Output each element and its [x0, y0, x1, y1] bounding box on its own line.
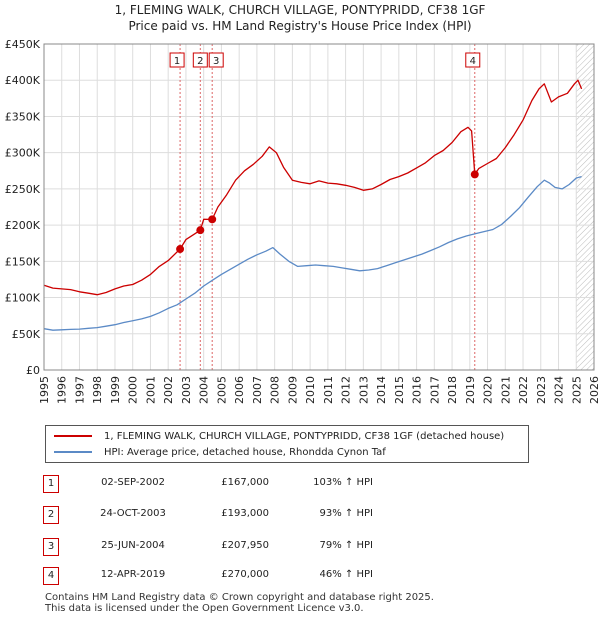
x-tick-label: 2001 — [144, 376, 157, 404]
x-tick-label: 2020 — [482, 376, 495, 404]
x-tick-label: 2016 — [411, 376, 424, 404]
property-price-line — [43, 79, 583, 296]
legend-item-hpi: HPI: Average price, detached house, Rhon… — [54, 444, 386, 460]
transaction-price: £207,950 — [221, 540, 269, 551]
sale-point — [176, 245, 185, 254]
transaction-hpi-change: 103% ↑ HPI — [313, 477, 373, 488]
hatched-region — [576, 44, 594, 370]
footer-licence: This data is licensed under the Open Gov… — [45, 603, 364, 614]
event-label: 4 — [470, 56, 476, 67]
x-tick-label: 2022 — [517, 376, 530, 404]
x-tick-label: 2007 — [251, 376, 264, 404]
event-label: 1 — [174, 56, 180, 67]
y-tick-label: £100K — [5, 292, 41, 305]
y-tick-label: £300K — [5, 147, 41, 160]
x-tick-label: 1996 — [56, 376, 69, 404]
plot-area — [44, 44, 594, 370]
x-tick-label: 2008 — [269, 376, 282, 404]
y-tick-label: £250K — [5, 183, 41, 196]
x-tick-label: 2012 — [340, 376, 353, 404]
x-tick-label: 2000 — [127, 376, 140, 404]
y-tick-label: £450K — [5, 38, 41, 51]
transaction-hpi-change: 46% ↑ HPI — [319, 569, 373, 580]
legend-item-property: 1, FLEMING WALK, CHURCH VILLAGE, PONTYPR… — [54, 428, 504, 444]
transaction-hpi-change: 93% ↑ HPI — [319, 508, 373, 519]
transaction-date: 24-OCT-2003 — [100, 508, 166, 519]
x-tick-label: 2004 — [198, 376, 211, 404]
legend-swatch-hpi — [54, 451, 92, 453]
x-tick-label: 2024 — [553, 376, 566, 404]
x-tick-label: 2021 — [499, 376, 512, 404]
x-tick-label: 1995 — [38, 376, 51, 404]
y-tick-label: £350K — [5, 110, 41, 123]
sale-point — [470, 170, 479, 179]
y-tick-label: £200K — [5, 219, 41, 232]
event-label-box — [208, 52, 224, 68]
transaction-price: £193,000 — [221, 508, 269, 519]
footer-copyright: Contains HM Land Registry data © Crown c… — [45, 592, 434, 603]
x-tick-label: 2002 — [162, 376, 175, 404]
event-label-box — [192, 52, 208, 68]
x-tick-label: 1999 — [109, 376, 122, 404]
y-tick-label: £150K — [5, 255, 41, 268]
chart-subtitle: Price paid vs. HM Land Registry's House … — [128, 19, 472, 33]
transaction-date: 02-SEP-2002 — [101, 477, 165, 488]
event-label-box — [169, 52, 185, 68]
x-tick-label: 2005 — [215, 376, 228, 404]
hpi-line — [43, 175, 582, 331]
chart-title-address: 1, FLEMING WALK, CHURCH VILLAGE, PONTYPR… — [114, 3, 486, 17]
transaction-number: 3 — [43, 538, 59, 556]
legend-label-hpi: HPI: Average price, detached house, Rhon… — [104, 446, 386, 458]
transaction-number: 2 — [43, 506, 59, 524]
x-tick-label: 2017 — [428, 376, 441, 404]
transaction-price: £270,000 — [221, 569, 269, 580]
transaction-price: £167,000 — [221, 477, 269, 488]
transaction-number: 4 — [43, 567, 59, 585]
sale-point — [196, 226, 205, 235]
x-tick-label: 2009 — [286, 376, 299, 404]
chart-legend: 1, FLEMING WALK, CHURCH VILLAGE, PONTYPR… — [45, 425, 529, 463]
transaction-hpi-change: 79% ↑ HPI — [319, 540, 373, 551]
x-tick-label: 2013 — [357, 376, 370, 404]
x-tick-label: 2003 — [180, 376, 193, 404]
x-tick-label: 2006 — [233, 376, 246, 404]
x-tick-label: 2015 — [393, 376, 406, 404]
legend-label-property: 1, FLEMING WALK, CHURCH VILLAGE, PONTYPR… — [104, 430, 505, 442]
x-tick-label: 2014 — [375, 376, 388, 404]
x-tick-label: 2011 — [322, 376, 335, 404]
y-tick-label: £400K — [5, 74, 41, 87]
sale-point — [208, 215, 217, 224]
x-tick-label: 2019 — [464, 376, 477, 404]
event-label: 2 — [197, 56, 203, 67]
price-chart: £0 £50K £100K £150K £200K £250K £300K £350K £400… — [5, 38, 600, 404]
x-tick-label: 1998 — [91, 376, 104, 404]
x-tick-label: 2026 — [588, 376, 600, 404]
y-tick-label: £0 — [26, 364, 40, 377]
plot-border — [43, 43, 595, 371]
transaction-number: 1 — [43, 475, 59, 493]
event-label: 3 — [213, 56, 219, 67]
x-tick-label: 1997 — [73, 376, 86, 404]
x-tick-label: 2010 — [304, 376, 317, 404]
x-tick-label: 2025 — [570, 376, 583, 404]
y-tick-label: £50K — [12, 328, 41, 341]
transaction-date: 25-JUN-2004 — [101, 540, 165, 551]
transaction-date: 12-APR-2019 — [100, 569, 166, 580]
x-tick-label: 2018 — [446, 376, 459, 404]
legend-swatch-property — [54, 435, 92, 437]
event-label-box — [465, 52, 481, 68]
x-tick-label: 2023 — [535, 376, 548, 404]
